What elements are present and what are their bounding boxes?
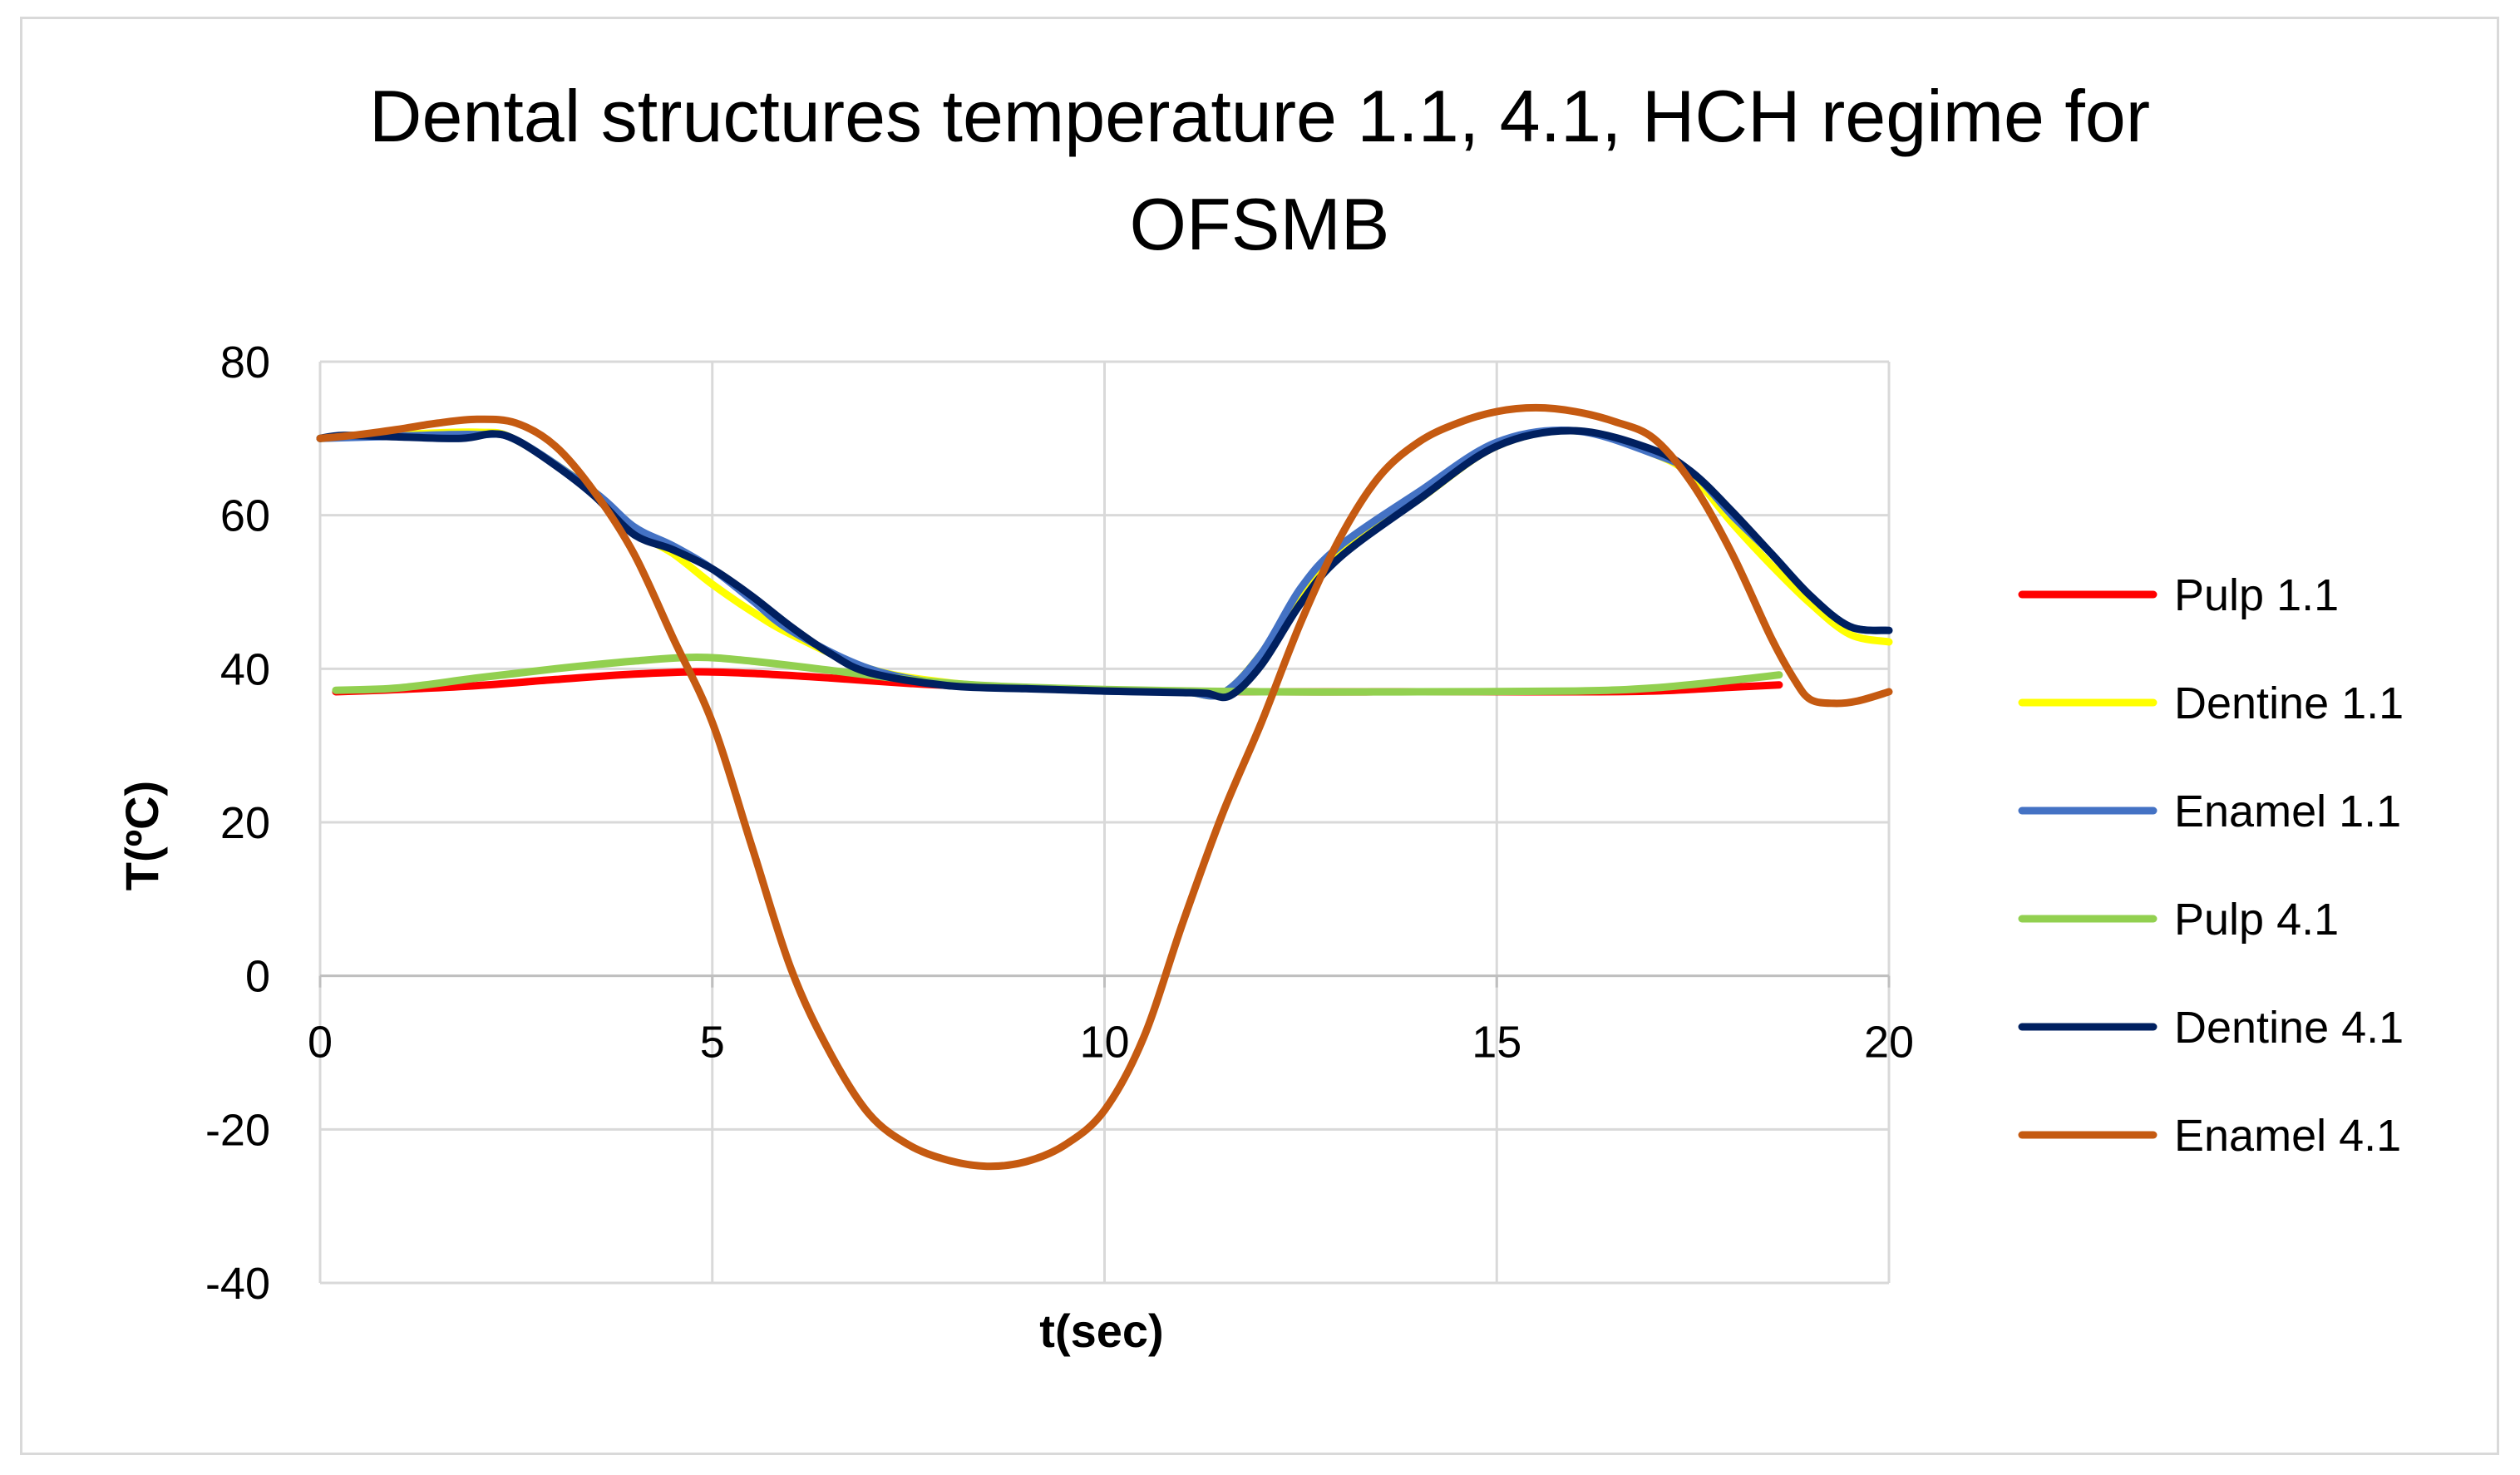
- legend-label-enamel-1-1: Enamel 1.1: [2174, 787, 2401, 836]
- y-tick-label: 80: [220, 338, 270, 387]
- axis-layer: -40 -20 0 20 40 60 80 0 5 10 15 20: [205, 338, 1914, 1309]
- series-layer: [316, 403, 1893, 1171]
- x-tick-label: 10: [1079, 1018, 1129, 1068]
- x-tick-label: 0: [308, 1018, 333, 1068]
- legend-label-pulp-4-1: Pulp 4.1: [2174, 895, 2339, 945]
- series-line-enamel-4-1: [316, 403, 1893, 1171]
- x-tick-label: 20: [1864, 1018, 1914, 1068]
- chart-title-line-1: Dental structures temperature 1.1, 4.1, …: [369, 75, 2150, 157]
- y-tick-label: -40: [205, 1259, 270, 1309]
- x-tick-label: 15: [1472, 1018, 1521, 1068]
- y-tick-label: 40: [220, 644, 270, 694]
- legend: Pulp 1.1 Dentine 1.1 Enamel 1.1 Pulp 4.1 Den…: [2018, 570, 2404, 1161]
- x-axis-title: t(sec): [1039, 1305, 1163, 1357]
- grid-layer: [318, 360, 1891, 1285]
- x-tick-label: 5: [700, 1018, 725, 1068]
- y-tick-label: 20: [220, 798, 270, 848]
- y-tick-label: 0: [245, 952, 270, 1002]
- legend-label-enamel-4-1: Enamel 4.1: [2174, 1111, 2401, 1161]
- legend-label-dentine-1-1: Dentine 1.1: [2174, 678, 2404, 728]
- chart-title-line-2: OFSMB: [1130, 183, 1390, 265]
- legend-label-dentine-4-1: Dentine 4.1: [2174, 1003, 2404, 1053]
- y-tick-label: 60: [220, 491, 270, 541]
- legend-label-pulp-1-1: Pulp 1.1: [2174, 570, 2339, 620]
- y-tick-label: -20: [205, 1105, 270, 1155]
- y-axis-title: T(ºC): [116, 781, 168, 890]
